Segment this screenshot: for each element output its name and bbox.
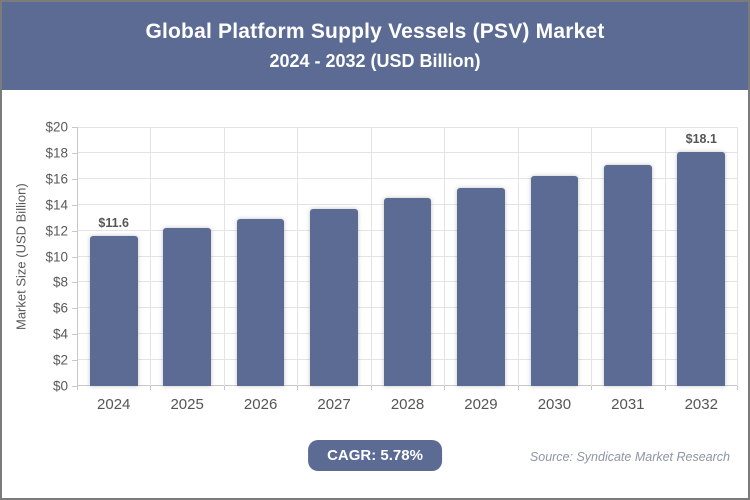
chart-header: Global Platform Supply Vessels (PSV) Mar… [2,2,748,90]
x-axis-tick-mark [737,386,738,390]
gridline-vertical [737,127,738,386]
y-axis-tick-label: $4 [52,326,68,342]
source-credit: Source: Syndicate Market Research [529,450,730,464]
gridline-vertical [664,127,666,386]
y-axis-tick-mark [72,152,77,154]
y-axis-tick-label: $8 [52,274,68,290]
gridline-vertical [370,127,372,386]
gridline-vertical [444,127,446,386]
chart-title: Global Platform Supply Vessels (PSV) Mar… [145,20,605,43]
y-axis-tick-label: $6 [52,300,68,316]
bar-value-label: $11.6 [98,215,130,230]
y-axis-tick-mark [72,386,77,387]
bar-value-label: $18.1 [685,131,717,146]
x-axis-tick-label: 2030 [537,396,572,413]
x-axis-tick-mark [517,386,519,390]
bar-2024 [89,235,138,386]
x-axis-tick-mark [591,386,593,390]
y-axis-tick-mark [72,256,77,258]
x-axis-tick-label: 2031 [611,396,645,413]
x-axis-tick-label: 2028 [390,396,425,413]
y-axis-tick-label: $10 [45,249,68,264]
y-axis-tick-label: $20 [45,119,68,135]
y-axis-tick-label: $16 [45,171,68,187]
gridline-vertical [297,127,299,386]
y-axis-tick-mark [72,360,77,362]
x-axis-tick-label: 2029 [464,396,498,413]
x-axis-tick-mark [370,386,372,390]
gridline-vertical [223,127,225,386]
y-axis-tick-mark [72,127,77,128]
y-axis-tick-mark [72,282,77,284]
gridline-vertical [150,127,152,386]
bar-2031 [603,164,652,386]
x-axis-tick-label: 2032 [684,396,718,413]
x-axis-tick-mark [150,386,152,390]
bar-2032 [677,151,726,386]
y-axis-tick-mark [72,308,77,310]
bar-2030 [530,176,579,386]
y-axis-tick-label: $2 [52,352,68,368]
x-axis-tick-mark [297,386,299,390]
gridline-horizontal [77,151,738,153]
bar-2025 [163,228,212,386]
x-axis-tick-mark [223,386,225,390]
chart-subtitle: 2024 - 2032 (USD Billion) [269,51,481,71]
gridline-horizontal [77,127,738,128]
y-axis-tick-label: $18 [45,145,68,161]
y-axis-tick-label: $0 [52,378,68,394]
y-axis-line [77,127,78,390]
gridline-vertical [591,127,593,386]
gridline-vertical [517,127,519,386]
y-axis-tick-label: $12 [45,223,68,239]
x-axis-tick-label: 2026 [243,396,278,413]
y-axis-tick-mark [72,178,77,180]
x-axis-tick-mark [664,386,666,390]
x-axis-tick-label: 2025 [170,396,204,413]
x-axis-tick-label: 2027 [317,396,351,413]
gridline-horizontal [77,177,738,179]
y-axis-tick-mark [72,230,77,232]
y-axis-tick-mark [72,334,77,336]
bar-2029 [457,187,505,386]
bar-2028 [383,198,432,386]
y-axis-tick-mark [72,204,77,206]
chart-footer: CAGR: 5.78% Source: Syndicate Market Res… [2,436,748,498]
y-axis-tick-label: $14 [45,197,68,213]
x-axis-tick-mark [444,386,446,390]
x-axis-tick-label: 2024 [97,396,131,413]
bar-2027 [310,208,358,386]
bar-2026 [236,218,285,386]
plot-area: $0 $2 $4 $6 $8 $10 $12 $14 $16 $18 $20 $11.6 2024 202… [45,120,738,413]
cagr-badge: CAGR: 5.78% [308,440,442,471]
